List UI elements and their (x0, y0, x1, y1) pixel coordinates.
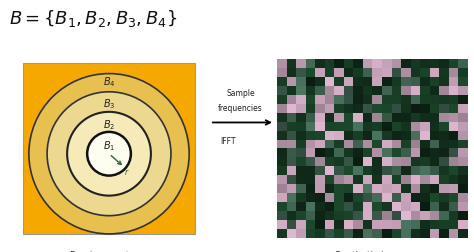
Circle shape (29, 74, 189, 234)
Text: IFFT: IFFT (221, 137, 236, 146)
Text: Fourier spectrum: Fourier spectrum (70, 250, 148, 252)
Text: $r$: $r$ (124, 166, 129, 176)
Text: $B_3$: $B_3$ (103, 97, 115, 110)
Text: Sample: Sample (226, 88, 255, 97)
Text: frequencies: frequencies (218, 103, 263, 112)
Text: $B_2$: $B_2$ (103, 118, 115, 132)
Text: Synthetic image: Synthetic image (335, 250, 409, 252)
Text: $B = \{B_1, B_2, B_3, B_4\}$: $B = \{B_1, B_2, B_3, B_4\}$ (9, 8, 178, 28)
Circle shape (87, 132, 131, 176)
Circle shape (67, 112, 151, 196)
Text: $B_1$: $B_1$ (103, 138, 115, 152)
Text: $B_4$: $B_4$ (103, 75, 115, 88)
Circle shape (47, 92, 171, 216)
